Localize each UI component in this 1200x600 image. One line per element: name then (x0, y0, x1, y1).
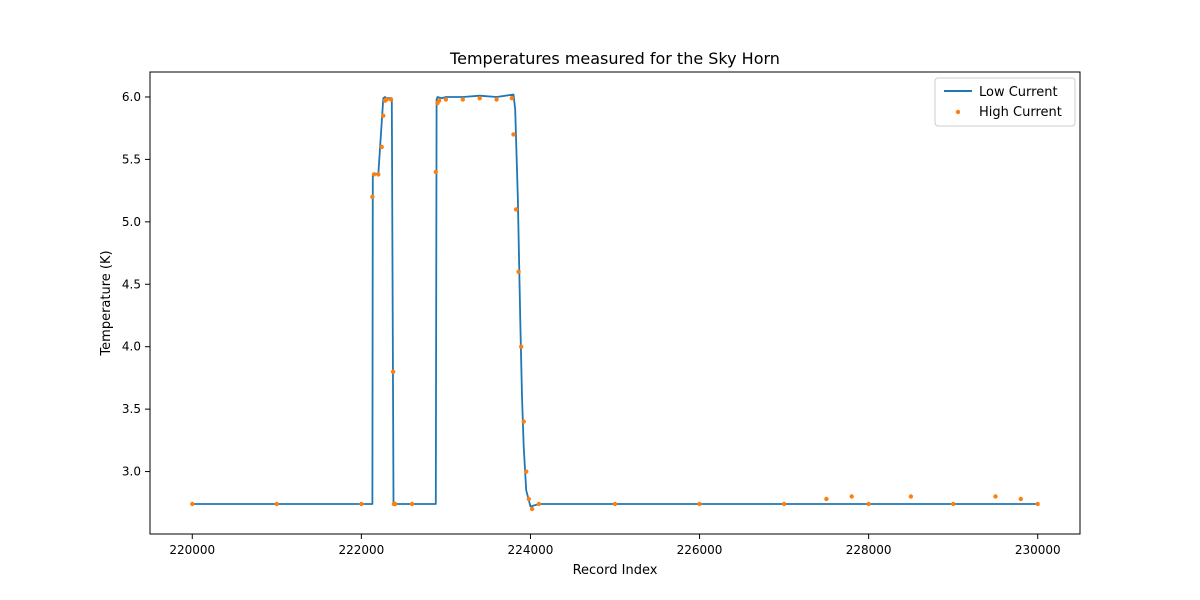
data-point-high-current (381, 113, 386, 118)
data-point-high-current (274, 501, 279, 507)
data-point-high-current (524, 469, 529, 474)
x-axis: 220000 222000 224000 226000 228000 230000 (169, 534, 1061, 557)
chart-title: Temperatures measured for the Sky Horn (449, 49, 780, 68)
data-point-high-current (908, 494, 914, 499)
data-point-high-current (370, 194, 375, 200)
data-point-high-current (477, 96, 482, 101)
y-axis-label: Temperature (K) (99, 250, 114, 356)
plot-frame (149, 71, 1081, 535)
legend-label-high-current: High Current (979, 105, 1062, 120)
y-tick-label: 6.0 (122, 90, 141, 104)
data-point-high-current (1035, 501, 1040, 507)
x-tick-label: 226000 (677, 543, 723, 557)
data-point-high-current (536, 501, 542, 507)
plot-area (149, 71, 1081, 535)
data-point-high-current (376, 172, 381, 177)
x-tick-label: 222000 (338, 543, 384, 557)
data-point-high-current (697, 501, 702, 507)
y-tick-label: 5.0 (122, 215, 141, 229)
y-tick-label: 3.5 (122, 402, 141, 416)
data-point-high-current (521, 419, 526, 424)
y-tick-label: 4.5 (122, 277, 141, 291)
series-layer (190, 93, 1040, 512)
data-point-high-current (993, 494, 998, 499)
data-point-high-current (519, 344, 524, 349)
x-tick-label: 220000 (169, 543, 215, 557)
data-point-high-current (849, 494, 854, 499)
data-point-high-current (371, 172, 377, 177)
data-point-high-current (612, 501, 618, 507)
y-tick-label: 4.0 (122, 340, 141, 354)
data-point-high-current (190, 501, 195, 507)
legend: Low Current High Current (934, 77, 1076, 127)
data-point-high-current (781, 501, 787, 507)
data-point-high-current (513, 207, 519, 212)
x-tick-label: 230000 (1015, 543, 1061, 557)
data-point-high-current (526, 496, 531, 502)
data-point-high-current (511, 132, 516, 137)
data-point-high-current (866, 501, 871, 507)
x-axis-label: Record Index (573, 563, 658, 578)
data-point-high-current (433, 169, 438, 175)
data-point-high-current (393, 501, 398, 507)
data-point-high-current (529, 506, 535, 512)
legend-label-low-current: Low Current (979, 85, 1058, 100)
y-axis: 3.0 3.5 4.0 4.5 5.0 5.5 6.0 (122, 90, 150, 479)
data-point-high-current (509, 96, 515, 101)
data-point-high-current (379, 144, 384, 150)
data-point-high-current (388, 97, 394, 102)
series-line-low-current (192, 93, 1038, 508)
data-point-high-current (384, 97, 389, 102)
data-point-high-current (951, 501, 956, 507)
data-point-high-current (516, 269, 521, 274)
legend-swatch-high-current (955, 109, 961, 115)
data-point-high-current (824, 496, 829, 502)
data-point-high-current (460, 97, 465, 102)
data-point-high-current (1018, 496, 1023, 502)
data-point-high-current (443, 97, 449, 102)
data-point-high-current (390, 369, 396, 374)
data-point-high-current (436, 98, 442, 103)
x-tick-label: 224000 (508, 543, 554, 557)
data-point-high-current (494, 97, 499, 102)
data-point-high-current (359, 501, 364, 507)
x-tick-label: 228000 (846, 543, 892, 557)
y-tick-label: 5.5 (122, 152, 141, 166)
data-point-high-current (409, 501, 415, 507)
y-tick-label: 3.0 (122, 465, 141, 479)
